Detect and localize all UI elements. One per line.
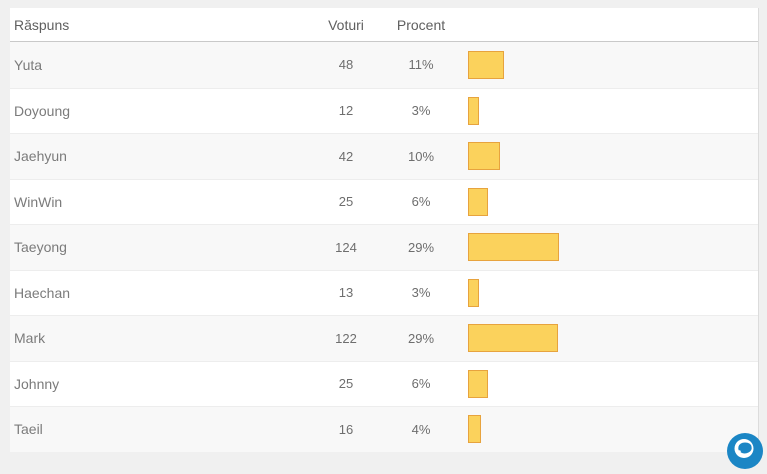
- column-header-percent[interactable]: Procent: [396, 16, 446, 33]
- vote-bar: [468, 233, 559, 262]
- vote-bar: [468, 369, 488, 398]
- table-row[interactable]: Taeyong 124 29%: [10, 224, 758, 270]
- percent-cell: 11%: [408, 57, 434, 73]
- votes-cell: 13: [338, 285, 354, 301]
- poll-results-table: Răspuns Voturi Procent Yuta 48 11% Doyoung 1…: [10, 8, 759, 452]
- votes-cell: 48: [338, 57, 354, 73]
- votes-cell: 122: [335, 330, 357, 346]
- bar-cell: [464, 96, 758, 125]
- bar-cell: [464, 369, 758, 398]
- vote-bar: [468, 96, 479, 125]
- globe-icon: [727, 433, 763, 469]
- table-header: Răspuns Voturi Procent: [10, 8, 758, 42]
- table-row[interactable]: Jaehyun 42 10%: [10, 133, 758, 179]
- bar-cell: [464, 50, 758, 79]
- bar-cell: [464, 278, 758, 307]
- answer-cell: Taeyong: [14, 239, 67, 256]
- answer-cell: Haechan: [14, 284, 71, 301]
- table-body: Yuta 48 11% Doyoung 12 3% Jaehyun 42 10% WinWin 25…: [10, 42, 758, 452]
- percent-cell: 29%: [407, 239, 435, 255]
- table-row[interactable]: Doyoung 12 3%: [10, 87, 758, 133]
- table-row[interactable]: Haechan 13 3%: [10, 269, 758, 315]
- vote-bar: [468, 324, 558, 353]
- answer-cell: Taeil: [14, 421, 43, 438]
- table-row[interactable]: Taeil 16 4%: [10, 406, 758, 452]
- votes-cell: 12: [338, 103, 354, 119]
- percent-cell: 6%: [411, 376, 431, 392]
- vote-bar: [468, 278, 479, 307]
- percent-cell: 3%: [411, 285, 431, 301]
- votes-cell: 25: [338, 376, 354, 392]
- votes-cell: 25: [338, 194, 354, 210]
- answer-cell: Johnny: [14, 375, 60, 392]
- answer-cell: Yuta: [14, 56, 43, 73]
- table-row[interactable]: Johnny 25 6%: [10, 360, 758, 406]
- column-header-votes[interactable]: Voturi: [328, 16, 364, 33]
- percent-cell: 3%: [411, 103, 431, 119]
- vote-bar: [468, 187, 488, 216]
- votes-cell: 16: [338, 421, 354, 437]
- answer-cell: Jaehyun: [14, 148, 67, 165]
- answer-cell: Doyoung: [14, 102, 71, 119]
- vote-bar: [468, 50, 504, 79]
- bar-cell: [464, 415, 758, 444]
- bar-cell: [464, 187, 758, 216]
- answer-cell: Mark: [14, 330, 46, 347]
- bar-cell: [464, 142, 758, 171]
- votes-cell: 42: [338, 148, 354, 164]
- vote-bar: [468, 142, 500, 171]
- table-row[interactable]: Mark 122 29%: [10, 315, 758, 361]
- vote-bar: [468, 415, 481, 444]
- column-header-answer[interactable]: Răspuns: [14, 16, 70, 33]
- votes-cell: 124: [335, 239, 357, 255]
- table-row[interactable]: WinWin 25 6%: [10, 178, 758, 224]
- percent-cell: 10%: [407, 148, 435, 164]
- percent-cell: 29%: [407, 330, 435, 346]
- bar-cell: [464, 233, 758, 262]
- table-row[interactable]: Yuta 48 11%: [10, 42, 758, 88]
- bar-cell: [464, 324, 758, 353]
- percent-cell: 6%: [411, 194, 431, 210]
- percent-cell: 4%: [411, 421, 431, 437]
- answer-cell: WinWin: [14, 193, 63, 210]
- globe-logo-icon[interactable]: [727, 433, 763, 469]
